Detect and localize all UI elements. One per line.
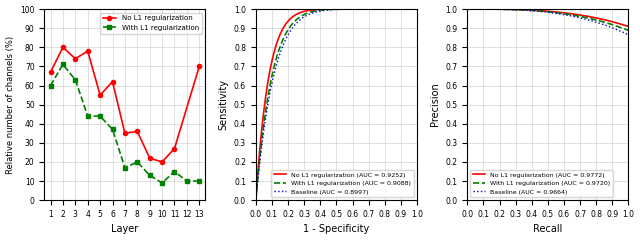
X-axis label: 1 - Specificity: 1 - Specificity [303, 224, 369, 234]
With L1 regularization [183, 180, 191, 182]
X-axis label: Layer: Layer [111, 224, 138, 234]
With L1 regularization (AUC = 0.9088) [339, 8, 347, 11]
Baseline (AUC = 0.8997) [411, 8, 419, 11]
With L1 regularization (AUC = 0.9720) [541, 10, 548, 13]
No L1 regularization [59, 46, 67, 49]
Baseline (AUC = 0.8997) [252, 199, 260, 202]
With L1 regularization (AUC = 0.9088) [413, 8, 420, 11]
No L1 regularization [195, 65, 203, 68]
With L1 regularization (AUC = 0.9720) [550, 11, 558, 14]
No L1 regularization (AUC = 0.9252) [330, 8, 337, 11]
Baseline (AUC = 0.8997) [384, 8, 392, 11]
Line: With L1 regularization (AUC = 0.9720): With L1 regularization (AUC = 0.9720) [467, 9, 628, 30]
Line: Baseline (AUC = 0.8997): Baseline (AUC = 0.8997) [256, 9, 417, 200]
Y-axis label: Sensitivity: Sensitivity [218, 79, 228, 130]
With L1 regularization [84, 115, 92, 118]
Legend: No L1 regularization (AUC = 0.9772), With L1 regularization (AUC = 0.9720), Base: No L1 regularization (AUC = 0.9772), Wit… [470, 170, 613, 197]
No L1 regularization (AUC = 0.9252) [339, 8, 347, 11]
No L1 regularization [84, 50, 92, 53]
Y-axis label: Relative number of channels (%): Relative number of channels (%) [6, 36, 15, 174]
With L1 regularization (AUC = 0.9088) [410, 8, 417, 11]
No L1 regularization (AUC = 0.9252) [413, 8, 420, 11]
No L1 regularization [109, 80, 116, 83]
With L1 regularization (AUC = 0.9088) [252, 199, 260, 202]
Line: Baseline (AUC = 0.9664): Baseline (AUC = 0.9664) [467, 9, 628, 35]
With L1 regularization [171, 170, 179, 173]
No L1 regularization [158, 161, 166, 163]
Legend: No L1 regularization (AUC = 0.9252), With L1 regularization (AUC = 0.9088), Base: No L1 regularization (AUC = 0.9252), Wit… [271, 170, 414, 197]
No L1 regularization (AUC = 0.9772) [625, 25, 632, 28]
With L1 regularization (AUC = 0.9720) [621, 28, 628, 30]
With L1 regularization [134, 161, 141, 163]
No L1 regularization [72, 57, 79, 60]
Baseline (AUC = 0.9664) [596, 22, 604, 25]
No L1 regularization [146, 157, 154, 160]
Baseline (AUC = 0.9664) [541, 11, 548, 13]
Line: No L1 regularization (AUC = 0.9772): No L1 regularization (AUC = 0.9772) [467, 9, 628, 26]
No L1 regularization (AUC = 0.9252) [384, 8, 392, 11]
With L1 regularization (AUC = 0.9088) [330, 8, 337, 11]
Line: With L1 regularization: With L1 regularization [49, 62, 202, 185]
Baseline (AUC = 0.9664) [463, 8, 471, 11]
With L1 regularization [109, 128, 116, 131]
No L1 regularization (AUC = 0.9252) [348, 8, 356, 11]
With L1 regularization [121, 166, 129, 169]
Baseline (AUC = 0.8997) [413, 8, 420, 11]
Line: With L1 regularization (AUC = 0.9088): With L1 regularization (AUC = 0.9088) [256, 9, 417, 200]
With L1 regularization [47, 84, 54, 87]
Baseline (AUC = 0.8997) [348, 8, 356, 11]
No L1 regularization (AUC = 0.9772) [463, 8, 471, 11]
With L1 regularization [59, 63, 67, 66]
Baseline (AUC = 0.9664) [550, 12, 558, 15]
Baseline (AUC = 0.8997) [330, 8, 337, 11]
No L1 regularization (AUC = 0.9252) [410, 8, 417, 11]
No L1 regularization (AUC = 0.9772) [550, 10, 558, 13]
With L1 regularization [146, 174, 154, 177]
With L1 regularization (AUC = 0.9720) [540, 10, 548, 13]
Baseline (AUC = 0.9664) [625, 33, 632, 36]
With L1 regularization (AUC = 0.9720) [463, 8, 471, 11]
With L1 regularization (AUC = 0.9088) [409, 8, 417, 11]
No L1 regularization [121, 132, 129, 135]
With L1 regularization (AUC = 0.9088) [384, 8, 392, 11]
Baseline (AUC = 0.8997) [339, 8, 347, 11]
No L1 regularization [134, 130, 141, 133]
With L1 regularization [72, 78, 79, 81]
No L1 regularization (AUC = 0.9772) [541, 10, 548, 12]
With L1 regularization [158, 181, 166, 184]
Baseline (AUC = 0.8997) [328, 8, 336, 11]
No L1 regularization [171, 147, 179, 150]
No L1 regularization [47, 71, 54, 74]
Legend: No L1 regularization, With L1 regularization: No L1 regularization, With L1 regulariza… [100, 12, 202, 34]
Baseline (AUC = 0.8997) [409, 8, 417, 11]
No L1 regularization (AUC = 0.9772) [596, 17, 604, 20]
No L1 regularization (AUC = 0.9772) [621, 24, 628, 27]
X-axis label: Recall: Recall [533, 224, 563, 234]
Baseline (AUC = 0.9664) [540, 10, 548, 13]
Line: No L1 regularization (AUC = 0.9252): No L1 regularization (AUC = 0.9252) [256, 9, 417, 200]
Line: No L1 regularization: No L1 regularization [49, 45, 202, 164]
With L1 regularization [96, 115, 104, 118]
No L1 regularization (AUC = 0.9772) [559, 11, 567, 14]
Y-axis label: Precision: Precision [430, 83, 440, 126]
Baseline (AUC = 0.9664) [559, 13, 567, 16]
With L1 regularization (AUC = 0.9720) [559, 12, 567, 15]
With L1 regularization (AUC = 0.9088) [348, 8, 356, 11]
No L1 regularization [96, 94, 104, 96]
With L1 regularization [195, 180, 203, 182]
With L1 regularization (AUC = 0.9720) [625, 29, 632, 32]
No L1 regularization (AUC = 0.9772) [540, 10, 548, 12]
With L1 regularization (AUC = 0.9088) [328, 8, 336, 11]
With L1 regularization (AUC = 0.9720) [596, 19, 604, 22]
No L1 regularization (AUC = 0.9252) [405, 8, 413, 11]
Baseline (AUC = 0.9664) [621, 31, 628, 34]
No L1 regularization (AUC = 0.9252) [252, 199, 260, 202]
No L1 regularization (AUC = 0.9252) [328, 8, 336, 11]
